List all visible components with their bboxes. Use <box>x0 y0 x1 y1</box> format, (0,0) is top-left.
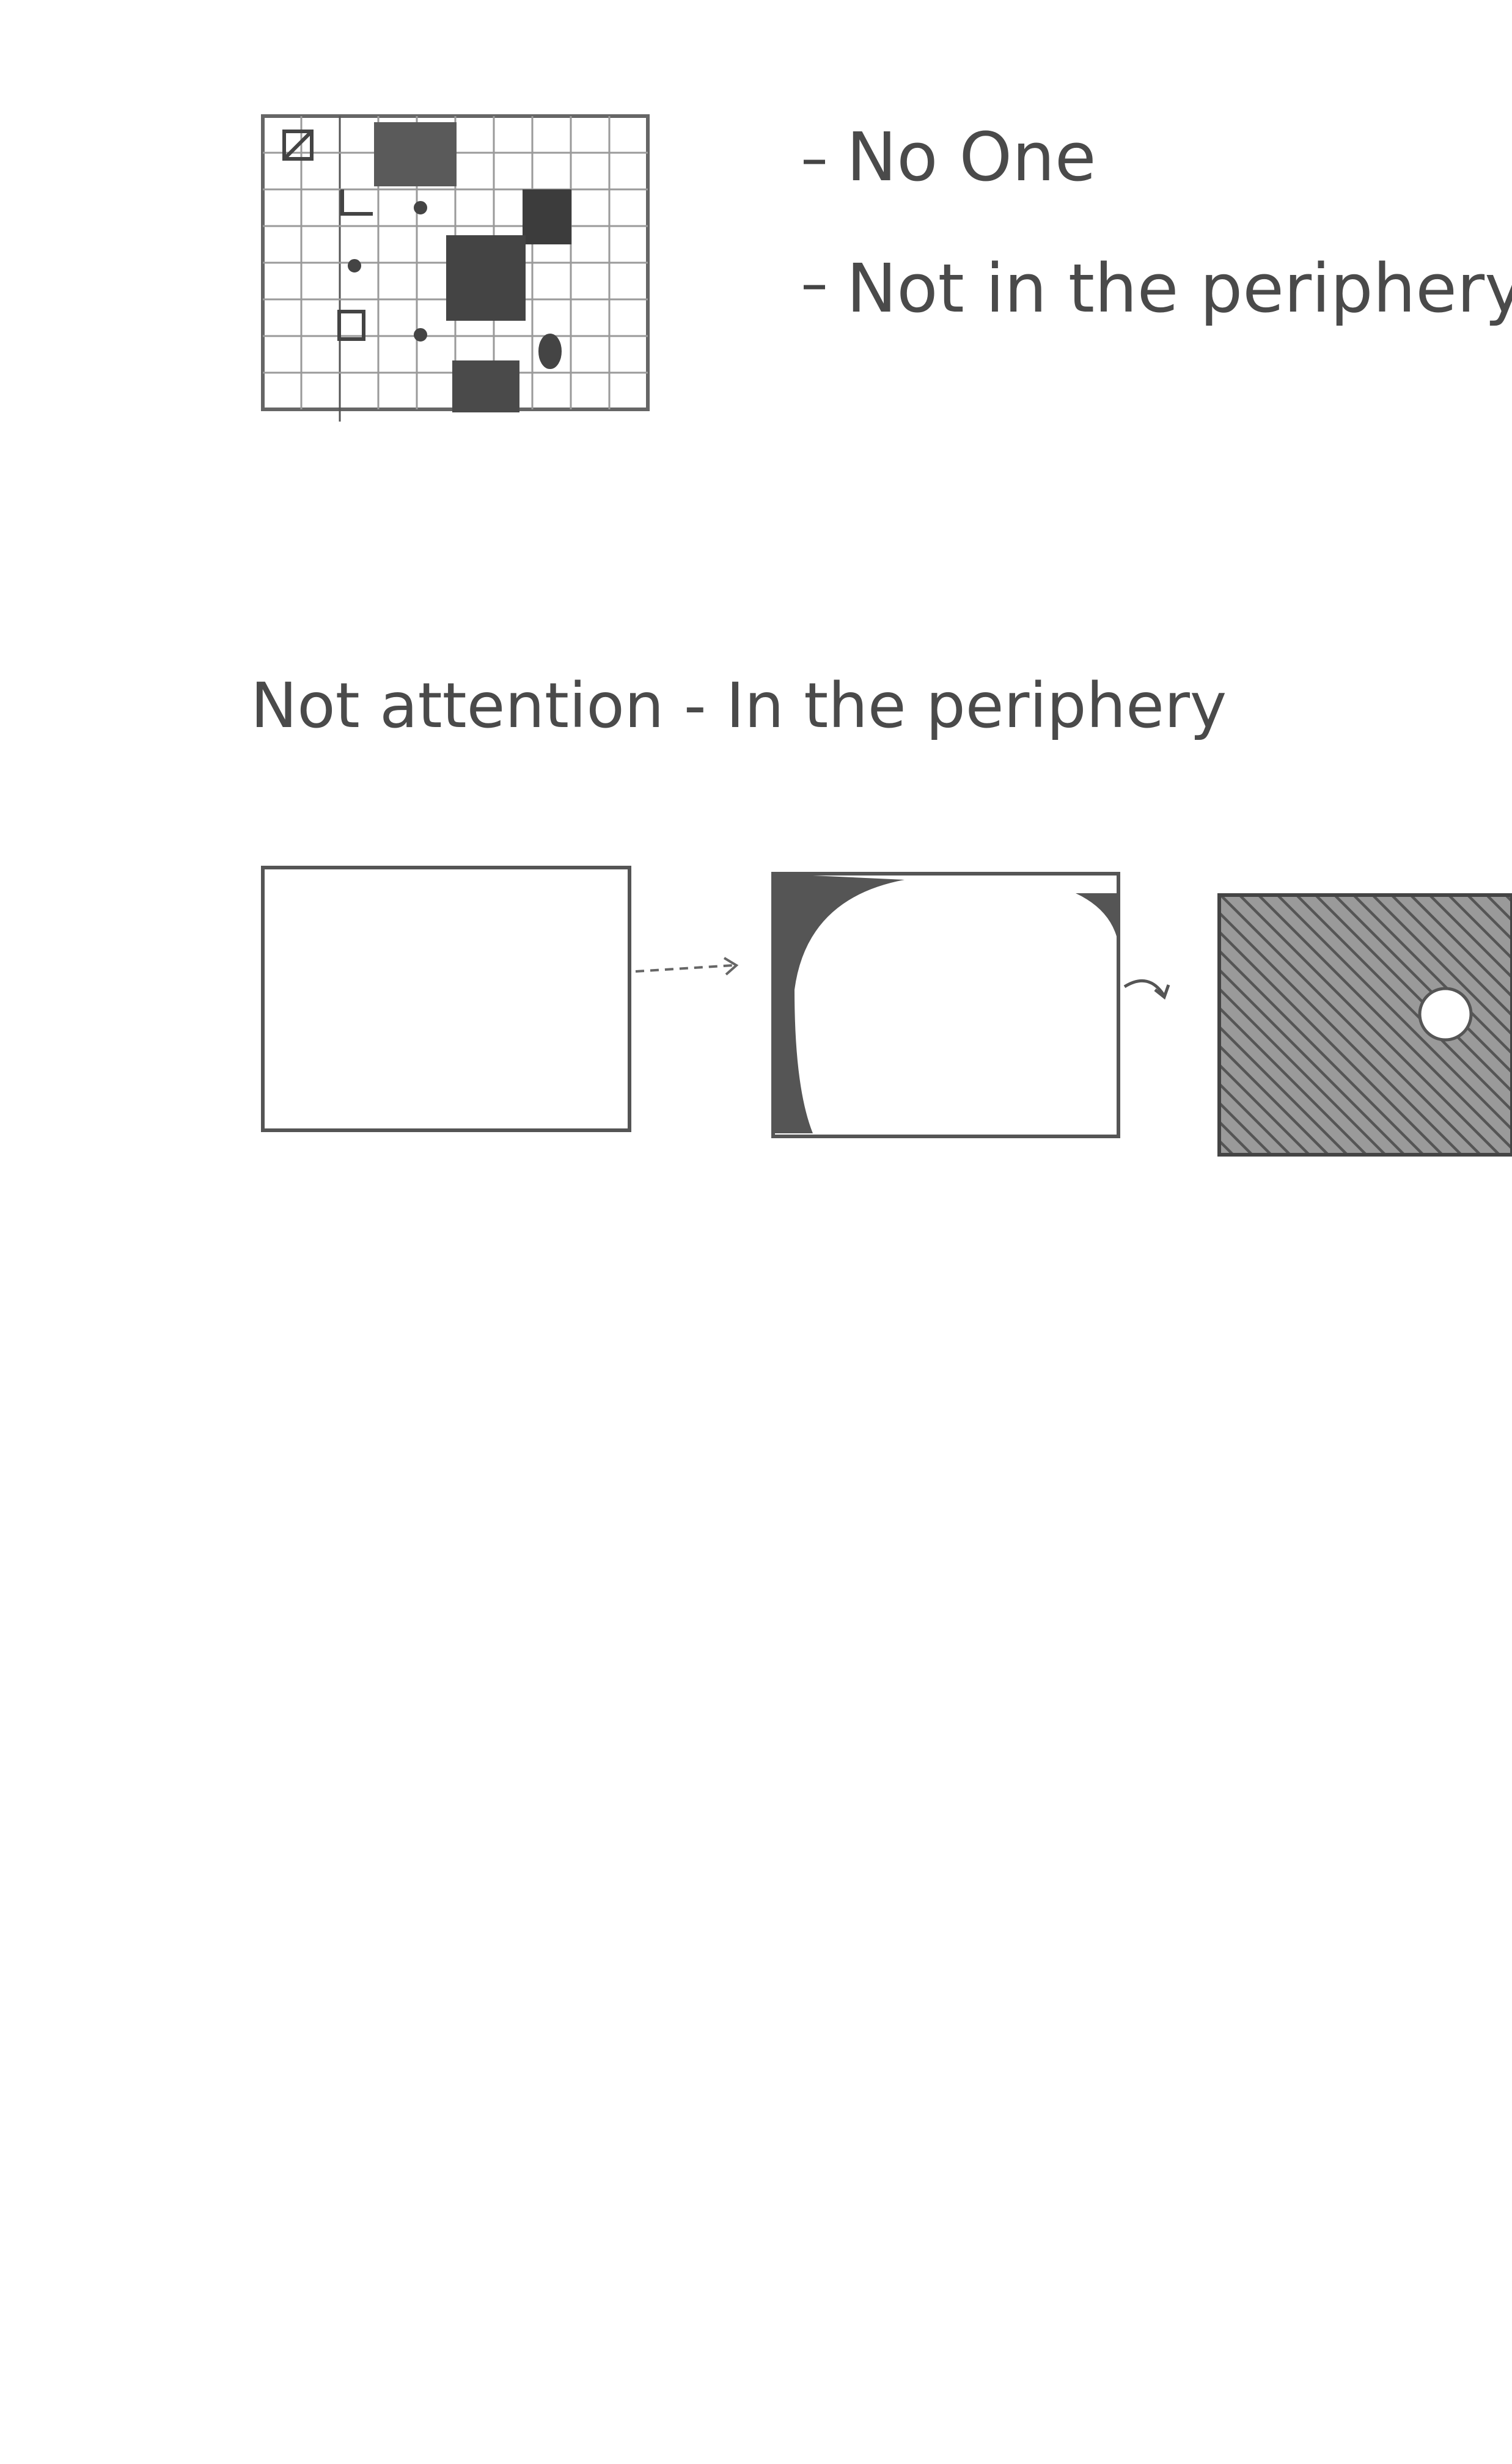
grid-filled-cells <box>374 122 571 412</box>
note: No One <box>846 118 1096 196</box>
screen-sequence <box>261 866 1512 1157</box>
grid-symbols <box>282 130 562 369</box>
screen-dark-with-dot <box>1217 893 1512 1157</box>
grid-sketch <box>261 114 650 422</box>
screen-shaded-corners <box>771 872 1120 1138</box>
heading: Not attention - In the periphery <box>251 670 1227 742</box>
arrow-head <box>1154 984 1170 1000</box>
note: Not in the periphery <box>846 249 1512 327</box>
arrow <box>635 964 734 973</box>
arrow-head <box>723 957 739 976</box>
arrow <box>1123 979 1166 997</box>
screen-plain <box>261 866 631 1132</box>
notes: No One Not in the periphery <box>804 118 1512 327</box>
